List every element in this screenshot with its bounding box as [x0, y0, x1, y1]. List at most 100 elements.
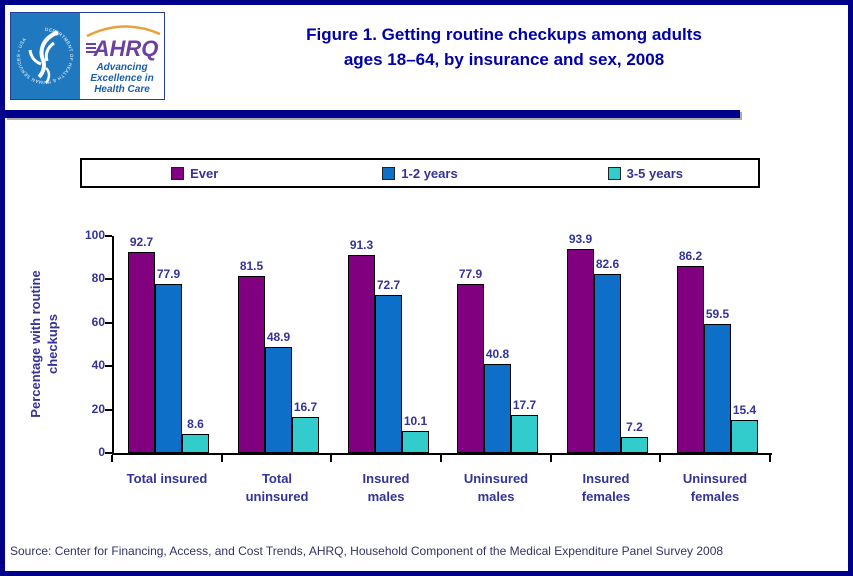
bar-ever-1 [128, 252, 155, 453]
bar-ever-6 [677, 266, 704, 453]
legend-label: Ever [190, 165, 219, 181]
category-label: Total insured [112, 470, 222, 488]
y-tick-label: 80 [91, 271, 105, 286]
x-tick-mark [659, 455, 661, 462]
category-label-line: Insured [362, 471, 410, 486]
y-tick-mark [105, 278, 112, 281]
bar-3-5-years-2 [292, 417, 319, 453]
bar-1-2-years-4 [484, 364, 511, 453]
x-tick-mark [221, 455, 223, 462]
bar-value-label: 92.7 [129, 235, 154, 249]
bar-value-label: 8.6 [187, 417, 204, 431]
y-tick-mark [105, 365, 112, 368]
bar-value-label: 86.2 [678, 249, 703, 263]
x-tick-mark [111, 455, 113, 462]
plot-area: 92.7 77.9 8.6 81.5 48.9 16.7 91.3 72.7 10.1 77.9 4… [112, 232, 772, 455]
y-axis-title-line: checkups [45, 314, 60, 374]
category-label-line: Total insured [126, 471, 208, 486]
category-label-line: Uninsured [682, 471, 748, 486]
bar-1-2-years-1 [155, 284, 182, 453]
ahrq-tagline-line: Excellence in [90, 73, 153, 84]
bar-value-label: 91.3 [349, 238, 374, 252]
legend-item: Ever [82, 160, 307, 186]
x-tick-mark [330, 455, 332, 462]
category-label: Insured females [551, 470, 661, 506]
category-label-line: Insured [582, 471, 630, 486]
ahrq-tagline-line: Advancing [95, 62, 147, 73]
y-tick-label: 100 [84, 228, 105, 242]
legend-item: 3-5 years [533, 160, 758, 186]
legend-label: 1-2 years [401, 165, 458, 181]
bar-value-label: 48.9 [266, 330, 291, 344]
category-label-line: males [367, 489, 405, 504]
legend-item: 1-2 years [307, 160, 532, 186]
ahrq-tagline-line: Health Care [94, 84, 150, 95]
bar-value-label: 82.6 [595, 257, 620, 271]
category-label: Insured males [331, 470, 441, 506]
legend-swatch-3-5-years [607, 166, 621, 180]
hhs-eagle-icon [28, 30, 59, 84]
bar-value-label: 10.1 [403, 414, 428, 428]
bar-value-label: 40.8 [485, 347, 510, 361]
source-note: Source: Center for Financing, Access, an… [10, 544, 724, 558]
category-label-line: males [477, 489, 515, 504]
y-axis-title: Percentage with routine checkups [27, 224, 63, 464]
x-tick-mark [769, 455, 771, 462]
bar-1-2-years-2 [265, 347, 292, 453]
bar-value-label: 77.9 [458, 267, 483, 281]
figure-title: Figure 1. Getting routine checkups among… [165, 22, 843, 72]
bar-value-label: 7.2 [626, 420, 643, 434]
category-label-line: females [581, 489, 631, 504]
ahrq-stripes-icon [86, 43, 96, 53]
bar-ever-5 [567, 249, 594, 453]
bar-ever-4 [457, 284, 484, 453]
y-tick-mark [105, 235, 112, 237]
category-label: Uninsured females [660, 470, 770, 506]
ahrq-acronym: AHRQ [93, 36, 159, 61]
legend-label: 3-5 years [626, 165, 684, 181]
bar-ever-2 [238, 276, 265, 453]
bar-3-5-years-5 [621, 437, 648, 453]
legend-swatch-1-2-years [382, 166, 396, 180]
bar-value-label: 16.7 [293, 400, 318, 414]
bar-value-label: 81.5 [239, 259, 264, 273]
y-tick-label: 0 [98, 445, 105, 459]
category-label-line: Total [261, 471, 293, 486]
category-label: Uninsured males [441, 470, 551, 506]
bar-ever-3 [348, 255, 375, 453]
bar-value-label: 17.7 [512, 398, 537, 412]
bar-value-label: 15.4 [732, 403, 757, 417]
legend-swatch-ever [171, 166, 185, 180]
bar-3-5-years-1 [182, 434, 209, 453]
bar-1-2-years-5 [594, 274, 621, 453]
bar-3-5-years-6 [731, 420, 758, 453]
figure-title-line2: ages 18–64, by insurance and sex, 2008 [343, 50, 665, 69]
bar-value-label: 59.5 [705, 307, 730, 321]
bar-value-label: 93.9 [568, 232, 593, 246]
figure-title-line1: Figure 1. Getting routine checkups among… [306, 25, 702, 44]
category-label: Total uninsured [222, 470, 332, 506]
bar-1-2-years-6 [704, 324, 731, 453]
y-tick-label: 60 [91, 314, 105, 329]
ahrq-arc-icon [86, 25, 161, 38]
bar-3-5-years-3 [402, 431, 429, 453]
bar-value-label: 72.7 [376, 278, 401, 292]
bar-value-label: 77.9 [156, 267, 181, 281]
bar-1-2-years-3 [375, 295, 402, 453]
y-tick-label: 40 [91, 358, 105, 373]
x-tick-mark [550, 455, 552, 462]
category-label-line: females [690, 489, 740, 504]
y-tick-mark [105, 452, 112, 454]
bar-3-5-years-4 [511, 415, 538, 453]
category-label-line: Uninsured [463, 471, 529, 486]
y-tick-label: 20 [91, 401, 105, 416]
y-tick-mark [105, 408, 112, 411]
x-tick-mark [440, 455, 442, 462]
ahrq-hhs-logo: DEPARTMENT OF HEALTH & HUMAN SERVICES • … [10, 12, 165, 100]
category-label-line: uninsured [245, 489, 309, 504]
header-divider-bar [5, 110, 740, 118]
y-tick-mark [105, 321, 112, 324]
ahrq-tagline: Advancing Excellence in Health Care [90, 62, 153, 95]
y-axis-title-line: Percentage with routine [28, 270, 43, 418]
